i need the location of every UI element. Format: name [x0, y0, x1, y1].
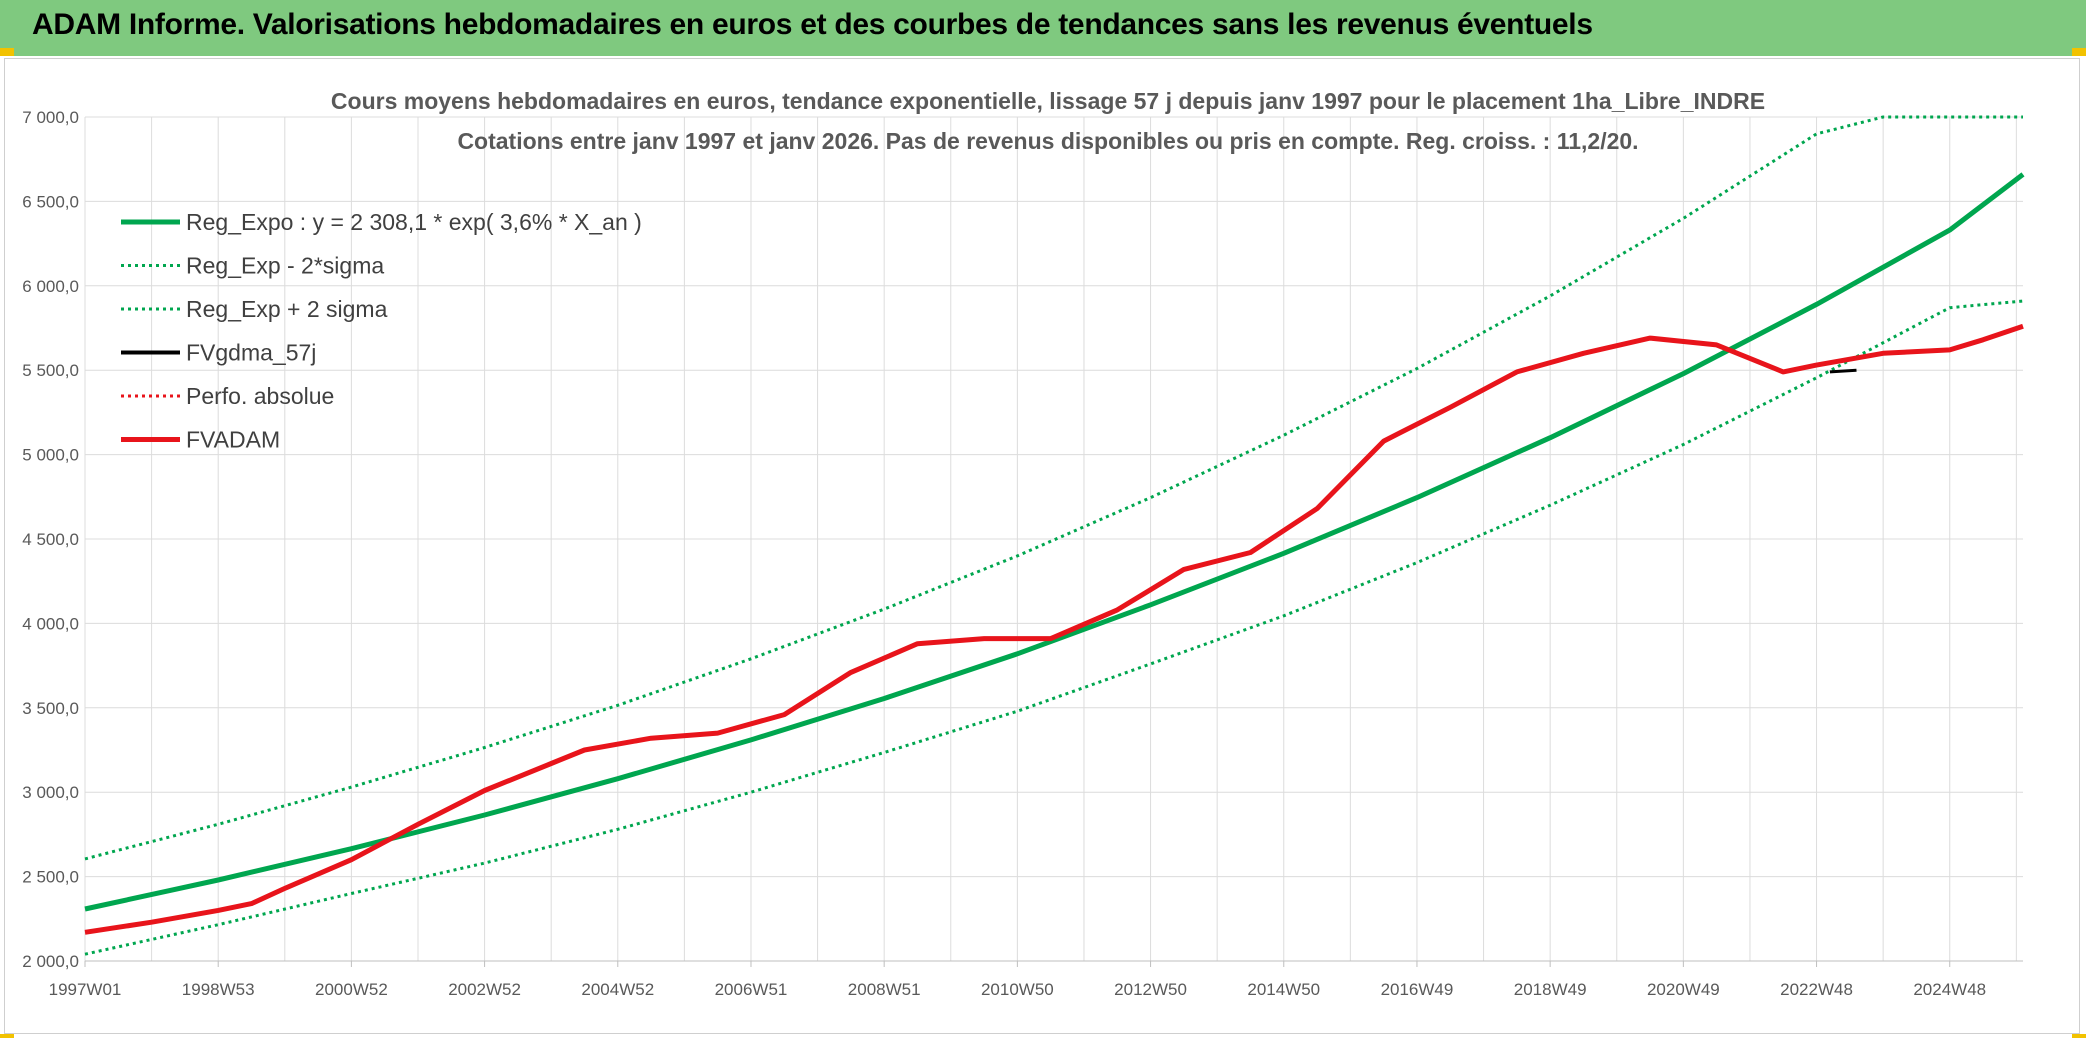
- y-tick-label: 5 500,0: [22, 361, 79, 380]
- y-tick-label: 7 000,0: [22, 108, 79, 127]
- x-tick-label: 2000W52: [315, 980, 388, 999]
- legend-label: Reg_Expo : y = 2 308,1 * exp( 3,6% * X_a…: [186, 209, 642, 235]
- x-tick-label: 1998W53: [182, 980, 255, 999]
- x-tick-label: 2004W52: [581, 980, 654, 999]
- y-tick-label: 6 000,0: [22, 277, 79, 296]
- legend-label: Reg_Exp - 2*sigma: [186, 253, 384, 279]
- corner-marker-top-left: [0, 48, 14, 56]
- x-tick-label: 2010W50: [981, 980, 1054, 999]
- y-tick-label: 3 500,0: [22, 699, 79, 718]
- y-tick-label: 6 500,0: [22, 192, 79, 211]
- x-tick-label: 2024W48: [1913, 980, 1986, 999]
- y-tick-label: 4 500,0: [22, 530, 79, 549]
- y-tick-label: 2 000,0: [22, 952, 79, 971]
- corner-marker-bottom-right: [2072, 1034, 2086, 1038]
- series-line-3: [1829, 368, 1857, 374]
- y-tick-label: 4 000,0: [22, 614, 79, 633]
- x-tick-label: 2002W52: [448, 980, 521, 999]
- legend-label: FVADAM: [186, 427, 280, 453]
- report-banner: ADAM Informe. Valorisations hebdomadaire…: [0, 0, 2086, 56]
- y-tick-label: 2 500,0: [22, 868, 79, 887]
- x-tick-label: 2008W51: [848, 980, 921, 999]
- x-tick-label: 2012W50: [1114, 980, 1187, 999]
- series-line-1: [84, 299, 2024, 956]
- legend-label: Perfo. absolue: [186, 383, 334, 409]
- x-tick-label: 2006W51: [715, 980, 788, 999]
- chart-title: Cours moyens hebdomadaires en euros, ten…: [331, 88, 1765, 114]
- x-tick-label: 2016W49: [1381, 980, 1454, 999]
- y-tick-label: 5 000,0: [22, 446, 79, 465]
- x-tick-label: 2020W49: [1647, 980, 1720, 999]
- chart-area: 2 000,0 2 500,0 3 000,0 3 500,0 4 000,0 4 500…: [4, 58, 2080, 1034]
- x-tick-label: 2018W49: [1514, 980, 1587, 999]
- chart-subtitle: Cotations entre janv 1997 et janv 2026. …: [457, 128, 1638, 154]
- corner-marker-bottom-left: [0, 1034, 14, 1038]
- x-tick-label: 2022W48: [1780, 980, 1853, 999]
- x-tick-label: 1997W01: [49, 980, 122, 999]
- series-line-0: [84, 172, 2025, 912]
- legend-label: FVgdma_57j: [186, 340, 316, 366]
- trend-chart: 2 000,0 2 500,0 3 000,0 3 500,0 4 000,0 4 500…: [22, 88, 2025, 999]
- report-title: ADAM Informe. Valorisations hebdomadaire…: [32, 8, 1593, 41]
- legend-label: Reg_Exp + 2 sigma: [186, 296, 388, 322]
- x-tick-label: 2014W50: [1247, 980, 1320, 999]
- corner-marker-top-right: [2072, 48, 2086, 56]
- series-line-5: [84, 323, 2024, 935]
- y-tick-label: 3 000,0: [22, 783, 79, 802]
